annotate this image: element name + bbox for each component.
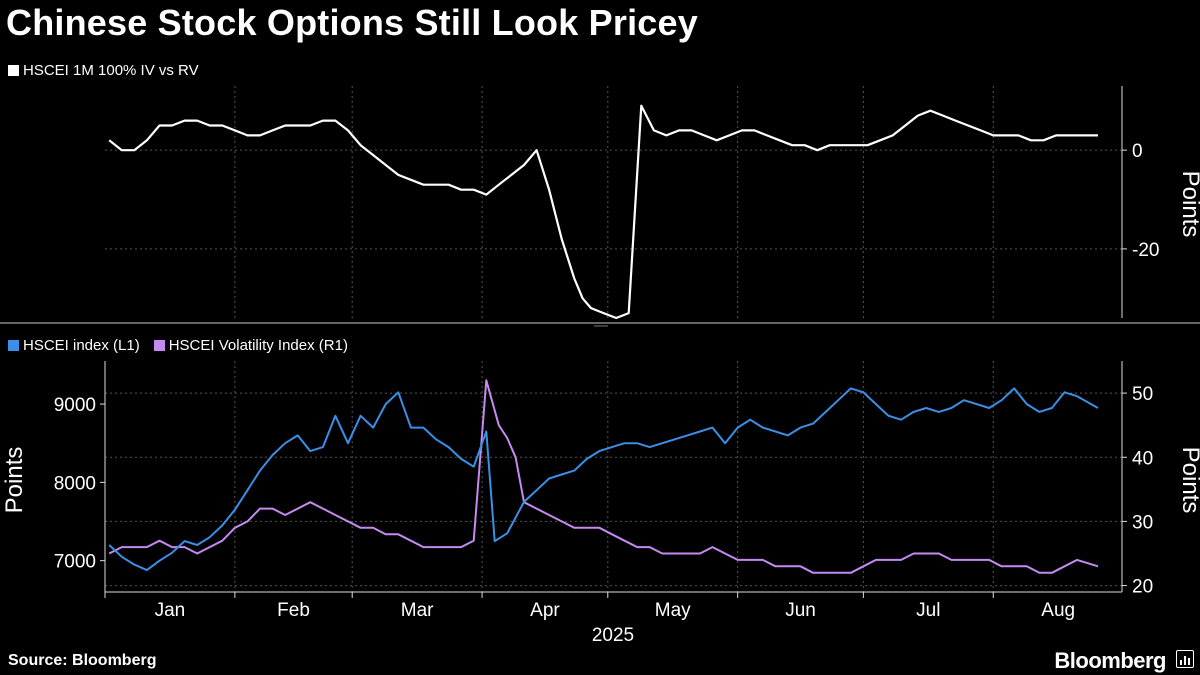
bottom-left-ytick-label: 7000	[54, 552, 96, 573]
vhsi-series-line	[108, 379, 1099, 574]
legend-swatch-vhsi	[153, 340, 165, 351]
top-yaxis-title: Points	[1177, 171, 1200, 238]
chart-title: Chinese Stock Options Still Look Pricey	[6, 2, 698, 43]
legend-item-hscei: HSCEI index (L1)	[8, 337, 140, 354]
x-month-label: Jun	[785, 600, 816, 621]
source-note: Source: Bloomberg	[8, 652, 157, 669]
legend-item-iv-rv: HSCEI 1M 100% IV vs RV	[8, 62, 199, 79]
bottom-right-ytick-label: 40	[1132, 448, 1153, 469]
legend-swatch-hscei	[8, 340, 19, 351]
bottom-left-ytick-label: 9000	[54, 395, 96, 416]
x-month-label: May	[655, 600, 691, 621]
bottom-right-ytick-label: 50	[1132, 384, 1153, 405]
x-month-label: Mar	[401, 600, 434, 621]
x-month-label: Jan	[155, 600, 186, 621]
top-chart-legend: HSCEI 1M 100% IV vs RV	[8, 62, 213, 79]
x-month-label: Apr	[530, 600, 560, 621]
iv-rv-series-line	[108, 104, 1098, 320]
legend-label-vhsi: HSCEI Volatility Index (R1)	[168, 337, 348, 354]
bottom-left-ytick-label: 8000	[54, 473, 96, 494]
legend-label-hscei: HSCEI index (L1)	[23, 337, 140, 354]
bottom-right-yaxis-title: Points	[1177, 447, 1200, 514]
legend-item-vhsi: HSCEI Volatility Index (R1)	[153, 337, 348, 354]
x-month-label: Jul	[916, 600, 940, 621]
brand-logo-text: Bloomberg	[1054, 648, 1166, 673]
hscei-series-line	[108, 387, 1099, 572]
top-ytick-label: -20	[1132, 240, 1159, 261]
x-month-label: Aug	[1041, 600, 1075, 621]
legend-swatch-iv-rv	[8, 65, 19, 76]
x-year-label: 2025	[592, 625, 634, 646]
legend-label-iv-rv: HSCEI 1M 100% IV vs RV	[23, 62, 199, 79]
bloomberg-chart-icon	[1176, 650, 1194, 668]
bottom-right-ytick-label: 30	[1132, 512, 1153, 533]
x-month-label: Feb	[277, 600, 310, 621]
bottom-right-ytick-label: 20	[1132, 577, 1153, 598]
bottom-chart-legend: HSCEI index (L1) HSCEI Volatility Index …	[8, 337, 362, 354]
top-ytick-label: 0	[1132, 141, 1143, 162]
bottom-left-yaxis-title: Points	[1, 447, 28, 514]
